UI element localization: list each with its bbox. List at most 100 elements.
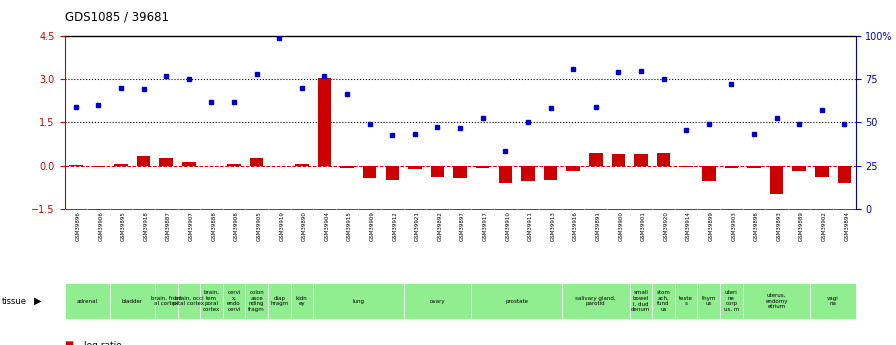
Bar <box>91 166 105 167</box>
Bar <box>246 283 268 319</box>
Bar <box>720 283 743 319</box>
Bar <box>290 283 314 319</box>
Text: GSM39901: GSM39901 <box>641 211 646 241</box>
Bar <box>137 156 151 166</box>
Bar <box>743 283 811 319</box>
Text: brain,
tem
poral
cortex: brain, tem poral cortex <box>202 290 220 312</box>
Text: GSM39888: GSM39888 <box>211 211 217 241</box>
Bar <box>792 166 806 171</box>
Text: GSM39902: GSM39902 <box>822 211 827 241</box>
Bar <box>725 166 738 168</box>
Text: GSM39913: GSM39913 <box>550 211 556 241</box>
Text: GSM39906: GSM39906 <box>99 211 103 241</box>
Text: teste
s: teste s <box>679 296 694 306</box>
Bar <box>562 283 630 319</box>
Text: kidn
ey: kidn ey <box>296 296 307 306</box>
Text: GSM39909: GSM39909 <box>370 211 375 241</box>
Bar <box>630 283 652 319</box>
Text: tissue: tissue <box>2 296 27 306</box>
Bar <box>747 166 761 168</box>
Bar <box>679 166 693 167</box>
Text: GSM39916: GSM39916 <box>573 211 578 241</box>
Text: GSM39903: GSM39903 <box>731 211 737 241</box>
Bar <box>657 152 670 166</box>
Bar <box>314 283 403 319</box>
Text: GSM39912: GSM39912 <box>392 211 397 241</box>
Text: GSM39905: GSM39905 <box>256 211 262 241</box>
Text: prostate: prostate <box>505 298 528 304</box>
Text: lung: lung <box>352 298 365 304</box>
Bar <box>838 166 851 184</box>
Text: GSM39914: GSM39914 <box>686 211 691 241</box>
Text: GSM39908: GSM39908 <box>234 211 239 241</box>
Text: GDS1085 / 39681: GDS1085 / 39681 <box>65 10 168 23</box>
Bar <box>250 158 263 166</box>
Text: GSM39919: GSM39919 <box>280 211 284 241</box>
Text: ■: ■ <box>65 340 73 345</box>
Bar <box>385 166 399 180</box>
Text: vagi
na: vagi na <box>827 296 839 306</box>
Text: diap
hragm: diap hragm <box>270 296 289 306</box>
Text: GSM39893: GSM39893 <box>777 211 781 241</box>
Bar <box>109 283 155 319</box>
Text: ▶: ▶ <box>34 296 41 306</box>
Bar <box>115 164 128 166</box>
Text: GSM39896: GSM39896 <box>76 211 81 241</box>
Bar <box>204 166 219 167</box>
Bar <box>182 162 195 166</box>
Bar <box>697 283 720 319</box>
Text: GSM39915: GSM39915 <box>347 211 352 241</box>
Text: GSM39895: GSM39895 <box>121 211 126 241</box>
Bar <box>340 166 354 168</box>
Text: GSM39920: GSM39920 <box>664 211 668 241</box>
Bar <box>770 166 783 194</box>
Bar <box>228 164 241 166</box>
Bar <box>675 283 697 319</box>
Text: GSM39890: GSM39890 <box>302 211 306 241</box>
Bar <box>498 166 513 183</box>
Text: GSM39904: GSM39904 <box>324 211 330 241</box>
Bar <box>69 165 82 166</box>
Text: GSM39891: GSM39891 <box>596 211 600 241</box>
Text: GSM39900: GSM39900 <box>618 211 624 241</box>
Bar <box>566 166 580 171</box>
Bar <box>815 166 829 177</box>
Bar <box>268 283 290 319</box>
Text: uterus,
endomy
etrium: uterus, endomy etrium <box>765 293 788 309</box>
Text: cervi
x,
endo
cervi: cervi x, endo cervi <box>228 290 241 312</box>
Text: GSM39894: GSM39894 <box>844 211 849 241</box>
Bar <box>652 283 675 319</box>
Text: GSM39892: GSM39892 <box>437 211 443 241</box>
Text: brain, front
al cortex: brain, front al cortex <box>151 296 182 306</box>
Bar <box>408 166 422 169</box>
Bar <box>634 154 648 166</box>
Bar <box>403 283 471 319</box>
Text: small
bowel
l, dud
denum: small bowel l, dud denum <box>632 290 650 312</box>
Text: GSM39899: GSM39899 <box>709 211 714 241</box>
Bar <box>363 166 376 178</box>
Bar <box>431 166 444 177</box>
Text: colon
asce
nding
fragm: colon asce nding fragm <box>248 290 265 312</box>
Bar <box>544 166 557 180</box>
Bar <box>318 78 332 166</box>
Bar <box>65 283 109 319</box>
Bar <box>200 283 223 319</box>
Bar <box>223 283 246 319</box>
Bar <box>589 152 602 166</box>
Text: salivary gland,
parotid: salivary gland, parotid <box>575 296 616 306</box>
Bar <box>159 158 173 166</box>
Text: GSM39907: GSM39907 <box>189 211 194 241</box>
Text: stom
ach,
fund
us: stom ach, fund us <box>657 290 670 312</box>
Text: GSM39917: GSM39917 <box>483 211 487 241</box>
Text: GSM39910: GSM39910 <box>505 211 511 241</box>
Bar <box>453 166 467 178</box>
Text: thym
us: thym us <box>702 296 716 306</box>
Bar <box>521 166 535 180</box>
Bar <box>471 283 562 319</box>
Text: log ratio: log ratio <box>84 341 122 345</box>
Text: adrenal: adrenal <box>77 298 98 304</box>
Text: GSM39898: GSM39898 <box>754 211 759 241</box>
Text: GSM39887: GSM39887 <box>167 211 171 241</box>
Bar <box>476 166 489 168</box>
Text: GSM39918: GSM39918 <box>143 211 149 241</box>
